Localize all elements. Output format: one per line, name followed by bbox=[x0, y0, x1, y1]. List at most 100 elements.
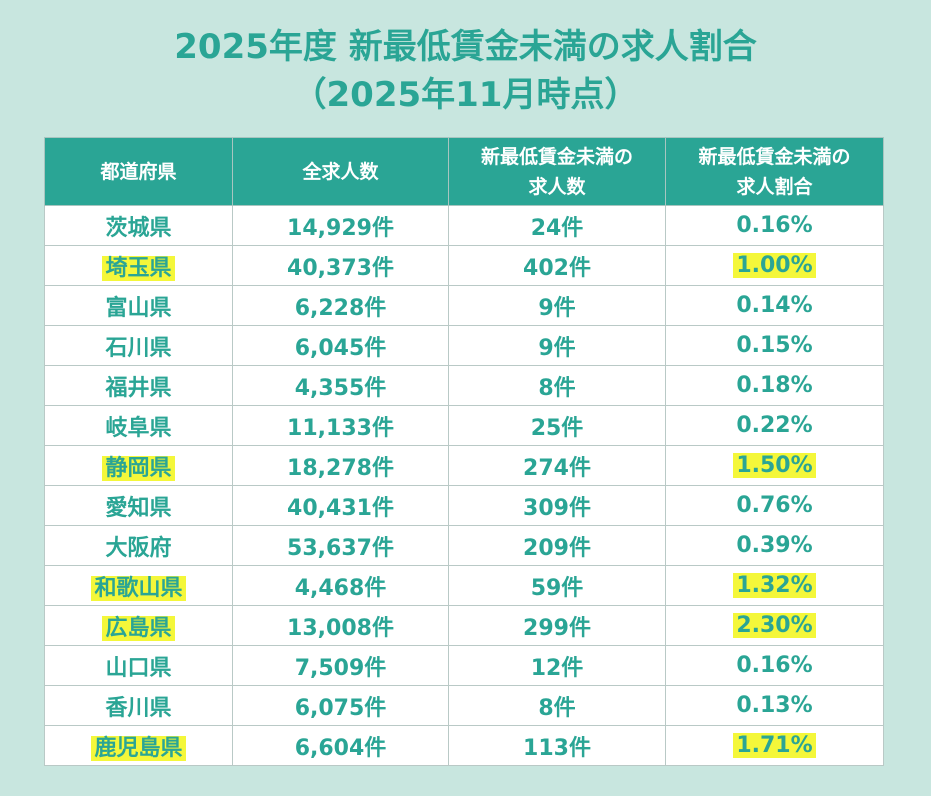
table-row: 大阪府 53,637件 209件 0.39% bbox=[44, 525, 884, 566]
table-body: 茨城県 14,929件 24件 0.16% 埼玉県 40,373件 402件 1.00% 富山県… bbox=[44, 205, 884, 766]
table-header-row: 都道府県 全求人数 新最低賃金未満の 求人数 新最低賃金未満の 求人割合 bbox=[44, 137, 884, 206]
cell-total-jobs-text: 6,075件 bbox=[294, 695, 387, 721]
table-row: 山口県 7,509件 12件 0.16% bbox=[44, 645, 884, 686]
cell-prefecture: 岐阜県 bbox=[44, 405, 233, 446]
cell-under-min-ratio: 1.32% bbox=[665, 565, 884, 606]
cell-under-min-ratio-text: 2.30% bbox=[733, 613, 816, 638]
cell-prefecture-text: 岐阜県 bbox=[105, 415, 172, 441]
cell-under-min-ratio: 2.30% bbox=[665, 605, 884, 646]
cell-under-min-ratio-text: 1.32% bbox=[733, 573, 816, 598]
cell-prefecture: 富山県 bbox=[44, 285, 233, 326]
cell-under-min-jobs-text: 299件 bbox=[523, 615, 591, 641]
cell-under-min-ratio: 1.50% bbox=[665, 445, 884, 486]
cell-under-min-jobs: 299件 bbox=[448, 605, 666, 646]
header-text: 全求人数 bbox=[302, 160, 379, 183]
cell-under-min-ratio-text: 1.50% bbox=[733, 453, 816, 478]
cell-under-min-ratio-text: 0.39% bbox=[736, 533, 813, 558]
cell-total-jobs: 7,509件 bbox=[232, 645, 449, 686]
table-row: 茨城県 14,929件 24件 0.16% bbox=[44, 205, 884, 246]
cell-under-min-jobs-text: 9件 bbox=[538, 295, 576, 321]
cell-prefecture: 福井県 bbox=[44, 365, 233, 406]
cell-under-min-ratio-text: 1.00% bbox=[733, 253, 816, 278]
cell-prefecture-text: 香川県 bbox=[105, 695, 172, 721]
header-text: 求人数 bbox=[528, 175, 586, 198]
cell-total-jobs: 53,637件 bbox=[232, 525, 449, 566]
cell-total-jobs-text: 4,468件 bbox=[294, 575, 387, 601]
cell-under-min-jobs-text: 209件 bbox=[523, 535, 591, 561]
cell-prefecture: 埼玉県 bbox=[44, 245, 233, 286]
cell-prefecture-text: 埼玉県 bbox=[102, 255, 175, 281]
cell-under-min-jobs-text: 8件 bbox=[538, 375, 576, 401]
cell-prefecture-text: 和歌山県 bbox=[91, 575, 186, 601]
cell-total-jobs-text: 7,509件 bbox=[294, 655, 387, 681]
cell-under-min-ratio: 0.13% bbox=[665, 685, 884, 726]
cell-under-min-ratio: 0.16% bbox=[665, 205, 884, 246]
cell-under-min-jobs: 59件 bbox=[448, 565, 666, 606]
cell-total-jobs-text: 6,045件 bbox=[294, 335, 387, 361]
cell-under-min-ratio-text: 0.22% bbox=[736, 413, 813, 438]
cell-total-jobs: 14,929件 bbox=[232, 205, 449, 246]
header-text: 新最低賃金未満の bbox=[480, 145, 633, 168]
table-row: 岐阜県 11,133件 25件 0.22% bbox=[44, 405, 884, 446]
header-text: 求人割合 bbox=[736, 175, 813, 198]
cell-under-min-ratio-text: 0.76% bbox=[736, 493, 813, 518]
cell-under-min-jobs: 12件 bbox=[448, 645, 666, 686]
cell-under-min-ratio: 0.22% bbox=[665, 405, 884, 446]
cell-prefecture: 和歌山県 bbox=[44, 565, 233, 606]
cell-under-min-ratio-text: 0.16% bbox=[736, 213, 813, 238]
cell-prefecture: 静岡県 bbox=[44, 445, 233, 486]
cell-under-min-jobs-text: 309件 bbox=[523, 495, 591, 521]
header-total-jobs: 全求人数 bbox=[232, 137, 449, 206]
cell-total-jobs-text: 53,637件 bbox=[287, 535, 394, 561]
cell-under-min-ratio: 1.00% bbox=[665, 245, 884, 286]
cell-total-jobs-text: 6,228件 bbox=[294, 295, 387, 321]
cell-prefecture: 広島県 bbox=[44, 605, 233, 646]
cell-prefecture: 山口県 bbox=[44, 645, 233, 686]
cell-under-min-ratio-text: 0.18% bbox=[736, 373, 813, 398]
title-block: 2025年度 新最低賃金未満の求人割合 （2025年11月時点） bbox=[0, 22, 931, 118]
cell-prefecture: 茨城県 bbox=[44, 205, 233, 246]
cell-total-jobs: 18,278件 bbox=[232, 445, 449, 486]
cell-prefecture: 香川県 bbox=[44, 685, 233, 726]
cell-under-min-jobs-text: 113件 bbox=[523, 735, 591, 761]
cell-under-min-ratio: 0.39% bbox=[665, 525, 884, 566]
cell-under-min-jobs-text: 24件 bbox=[530, 215, 584, 241]
table-row: 富山県 6,228件 9件 0.14% bbox=[44, 285, 884, 326]
cell-total-jobs: 13,008件 bbox=[232, 605, 449, 646]
table-row: 愛知県 40,431件 309件 0.76% bbox=[44, 485, 884, 526]
cell-under-min-ratio: 0.14% bbox=[665, 285, 884, 326]
cell-prefecture-text: 福井県 bbox=[105, 375, 172, 401]
cell-under-min-jobs: 9件 bbox=[448, 285, 666, 326]
cell-prefecture-text: 石川県 bbox=[105, 335, 172, 361]
cell-under-min-jobs: 8件 bbox=[448, 365, 666, 406]
cell-total-jobs-text: 40,431件 bbox=[287, 495, 394, 521]
cell-under-min-jobs: 24件 bbox=[448, 205, 666, 246]
cell-under-min-ratio: 0.15% bbox=[665, 325, 884, 366]
cell-prefecture: 鹿児島県 bbox=[44, 725, 233, 766]
cell-under-min-ratio: 0.76% bbox=[665, 485, 884, 526]
cell-under-min-ratio-text: 0.14% bbox=[736, 293, 813, 318]
cell-total-jobs: 6,045件 bbox=[232, 325, 449, 366]
table-row: 鹿児島県 6,604件 113件 1.71% bbox=[44, 725, 884, 766]
table-row: 埼玉県 40,373件 402件 1.00% bbox=[44, 245, 884, 286]
cell-under-min-ratio-text: 1.71% bbox=[733, 733, 816, 758]
page-subtitle: （2025年11月時点） bbox=[292, 75, 639, 115]
table-row: 静岡県 18,278件 274件 1.50% bbox=[44, 445, 884, 486]
cell-total-jobs-text: 13,008件 bbox=[287, 615, 394, 641]
cell-under-min-jobs-text: 274件 bbox=[523, 455, 591, 481]
cell-prefecture: 石川県 bbox=[44, 325, 233, 366]
cell-total-jobs-text: 4,355件 bbox=[294, 375, 387, 401]
page-title: 2025年度 新最低賃金未満の求人割合 bbox=[174, 27, 757, 67]
cell-prefecture-text: 静岡県 bbox=[102, 455, 175, 481]
cell-prefecture: 愛知県 bbox=[44, 485, 233, 526]
header-under-min-jobs: 新最低賃金未満の 求人数 bbox=[448, 137, 666, 206]
cell-total-jobs: 4,468件 bbox=[232, 565, 449, 606]
table-row: 香川県 6,075件 8件 0.13% bbox=[44, 685, 884, 726]
cell-under-min-jobs: 209件 bbox=[448, 525, 666, 566]
cell-under-min-jobs: 402件 bbox=[448, 245, 666, 286]
header-under-min-ratio: 新最低賃金未満の 求人割合 bbox=[665, 137, 884, 206]
cell-prefecture-text: 茨城県 bbox=[105, 215, 172, 241]
cell-total-jobs: 6,228件 bbox=[232, 285, 449, 326]
cell-total-jobs-text: 18,278件 bbox=[287, 455, 394, 481]
cell-under-min-jobs-text: 9件 bbox=[538, 335, 576, 361]
